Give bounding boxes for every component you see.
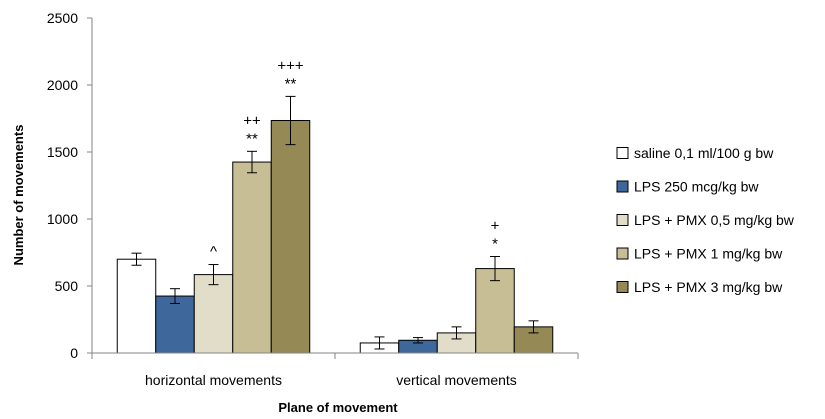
- significance-label: **: [246, 130, 258, 147]
- significance-label: ^: [210, 244, 217, 261]
- legend: saline 0,1 ml/100 g bw LPS 250 mcg/kg bw L…: [616, 145, 795, 295]
- x-category-label: horizontal movements: [145, 372, 282, 388]
- y-tick-label: 1500: [47, 144, 78, 160]
- y-tick-label: 0: [70, 345, 78, 361]
- bar: [193, 274, 234, 354]
- bar: [232, 161, 272, 354]
- significance-label: ++: [243, 112, 261, 129]
- y-tick-label: 2500: [47, 10, 78, 26]
- significance-label: *: [492, 236, 498, 253]
- legend-label: saline 0,1 ml/100 g bw: [634, 145, 774, 161]
- significance-label: +++: [277, 57, 304, 74]
- bar: [116, 258, 157, 354]
- bar: [475, 268, 515, 354]
- legend-label: LPS + PMX 3 mg/kg bw: [634, 279, 783, 295]
- y-axis: 0 500 1000 1500 2000 2500: [47, 10, 93, 361]
- y-axis-title: Number of movements: [11, 125, 26, 266]
- significance-label: **: [285, 75, 297, 92]
- x-axis: horizontal movements vertical movements: [91, 352, 579, 388]
- bars: ^++**+++**+*: [116, 57, 554, 354]
- y-tick-label: 2000: [47, 77, 78, 93]
- legend-label: LPS 250 mcg/kg bw: [634, 179, 759, 195]
- bar: [155, 295, 195, 354]
- x-category-label: vertical movements: [396, 372, 517, 388]
- legend-swatch: [616, 214, 629, 226]
- x-axis-title: Plane of movement: [278, 400, 398, 415]
- legend-swatch: [616, 180, 629, 193]
- legend-swatch: [616, 281, 629, 293]
- legend-label: LPS + PMX 0,5 mg/kg bw: [634, 212, 795, 228]
- significance-label: +: [491, 218, 500, 235]
- legend-swatch: [616, 147, 629, 159]
- y-tick-label: 1000: [47, 211, 78, 227]
- legend-swatch: [616, 247, 629, 260]
- y-tick-label: 500: [55, 278, 79, 294]
- legend-label: LPS + PMX 1 mg/kg bw: [634, 246, 783, 262]
- bar: [270, 120, 311, 354]
